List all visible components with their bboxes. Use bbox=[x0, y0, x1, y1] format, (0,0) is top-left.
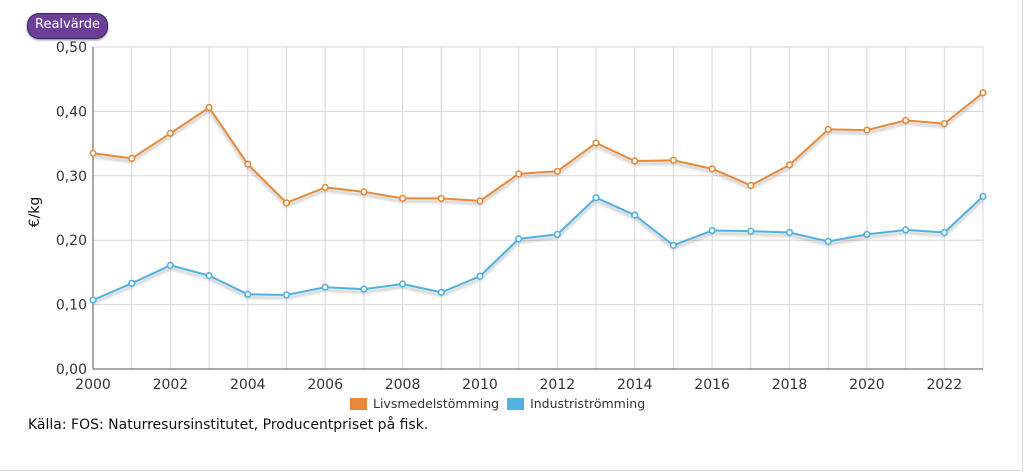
data-point[interactable] bbox=[902, 116, 910, 125]
source-note: Källa: FOS: Naturresursinstitutet, Produ… bbox=[28, 417, 429, 433]
data-point[interactable] bbox=[708, 226, 716, 235]
data-point[interactable] bbox=[398, 280, 407, 288]
x-tick-label: 2004 bbox=[230, 377, 266, 393]
data-point[interactable] bbox=[128, 154, 136, 163]
data-point[interactable] bbox=[437, 288, 445, 296]
data-point[interactable] bbox=[940, 120, 948, 128]
series-line-1 bbox=[92, 195, 984, 302]
data-point[interactable] bbox=[631, 157, 639, 165]
data-point[interactable] bbox=[863, 230, 871, 239]
data-point[interactable] bbox=[592, 139, 600, 147]
data-point[interactable] bbox=[166, 261, 174, 269]
data-point[interactable] bbox=[282, 199, 291, 207]
data-point[interactable] bbox=[863, 126, 871, 134]
data-point[interactable] bbox=[592, 194, 600, 202]
data-point[interactable] bbox=[321, 283, 329, 291]
legend-swatch-industri bbox=[507, 397, 525, 410]
data-point[interactable] bbox=[824, 237, 832, 246]
series-line-0 bbox=[92, 91, 984, 204]
x-tick-label: 2008 bbox=[385, 377, 421, 393]
data-point[interactable] bbox=[553, 230, 561, 239]
legend: Livsmedelstömming Industriströmming bbox=[350, 396, 653, 411]
data-point[interactable] bbox=[785, 228, 794, 237]
data-point[interactable] bbox=[476, 272, 484, 280]
y-tick-label: 0,40 bbox=[56, 104, 87, 120]
legend-swatch-livsmedel bbox=[350, 397, 367, 410]
legend-item-livsmedel[interactable]: Livsmedelstömming bbox=[350, 396, 499, 411]
data-point[interactable] bbox=[824, 125, 832, 134]
data-point[interactable] bbox=[476, 197, 484, 205]
x-tick-label: 2016 bbox=[694, 377, 730, 393]
y-tick-labels: 0,00 0,10 0,20 0,30 0,40 0,50 bbox=[56, 40, 87, 378]
series-layer bbox=[89, 89, 987, 305]
y-tick-label: 0,20 bbox=[56, 233, 87, 249]
data-point[interactable] bbox=[747, 227, 755, 235]
data-point[interactable] bbox=[902, 226, 910, 234]
x-tick-label: 2006 bbox=[307, 377, 343, 393]
data-point[interactable] bbox=[398, 194, 407, 202]
y-tick-label: 0,10 bbox=[56, 298, 87, 314]
x-tick-label: 2018 bbox=[772, 377, 808, 393]
data-point[interactable] bbox=[437, 194, 445, 202]
y-tick-label: 0,00 bbox=[56, 362, 87, 378]
data-point[interactable] bbox=[669, 156, 678, 164]
data-point[interactable] bbox=[785, 161, 794, 169]
data-point[interactable] bbox=[515, 170, 523, 178]
grid bbox=[92, 46, 984, 370]
legend-label-industri: Industriströmming bbox=[530, 396, 646, 411]
x-tick-label: 2014 bbox=[617, 377, 653, 393]
x-tick-label: 2002 bbox=[153, 377, 189, 393]
data-point[interactable] bbox=[979, 192, 987, 201]
data-point[interactable] bbox=[979, 89, 987, 97]
data-point[interactable] bbox=[205, 103, 213, 112]
data-point[interactable] bbox=[89, 296, 97, 304]
data-point[interactable] bbox=[282, 291, 291, 299]
data-point[interactable] bbox=[553, 167, 561, 175]
line-chart: 0,000,100,200,300,400,50 2000 2002 2004 200… bbox=[27, 40, 987, 393]
x-tick-label: 2020 bbox=[849, 377, 885, 393]
x-tick-labels: 2000 2002 2004 2006 2008 2010 2012 2014 2016 2018… bbox=[75, 377, 962, 393]
real-value-badge[interactable]: Realvärde bbox=[27, 13, 109, 39]
data-point[interactable] bbox=[631, 211, 639, 219]
data-point[interactable] bbox=[244, 160, 252, 168]
data-point[interactable] bbox=[940, 228, 948, 237]
data-point[interactable] bbox=[669, 241, 678, 249]
series-shadow bbox=[92, 94, 984, 208]
x-tick-label: 2010 bbox=[462, 377, 498, 393]
data-point[interactable] bbox=[360, 285, 368, 293]
data-point[interactable] bbox=[128, 279, 136, 287]
data-point[interactable] bbox=[360, 188, 368, 196]
y-tick-label: 0,50 bbox=[56, 40, 87, 56]
data-point[interactable] bbox=[166, 129, 174, 137]
x-tick-label: 2012 bbox=[540, 377, 576, 393]
legend-label-livsmedel: Livsmedelstömming bbox=[373, 396, 500, 411]
data-point[interactable] bbox=[205, 272, 213, 280]
y-axis-label: €/kg bbox=[27, 197, 43, 228]
data-point[interactable] bbox=[89, 149, 97, 157]
series-shadow bbox=[92, 198, 985, 305]
x-tick-label: 2022 bbox=[926, 377, 962, 393]
data-point[interactable] bbox=[321, 183, 329, 191]
data-point[interactable] bbox=[244, 290, 252, 298]
data-point[interactable] bbox=[708, 165, 716, 173]
y-tick-label: 0,30 bbox=[56, 169, 87, 185]
data-point[interactable] bbox=[515, 235, 523, 243]
data-point[interactable] bbox=[747, 181, 755, 190]
legend-item-industri[interactable]: Industriströmming bbox=[507, 396, 645, 411]
x-tick-label: 2000 bbox=[75, 377, 111, 393]
